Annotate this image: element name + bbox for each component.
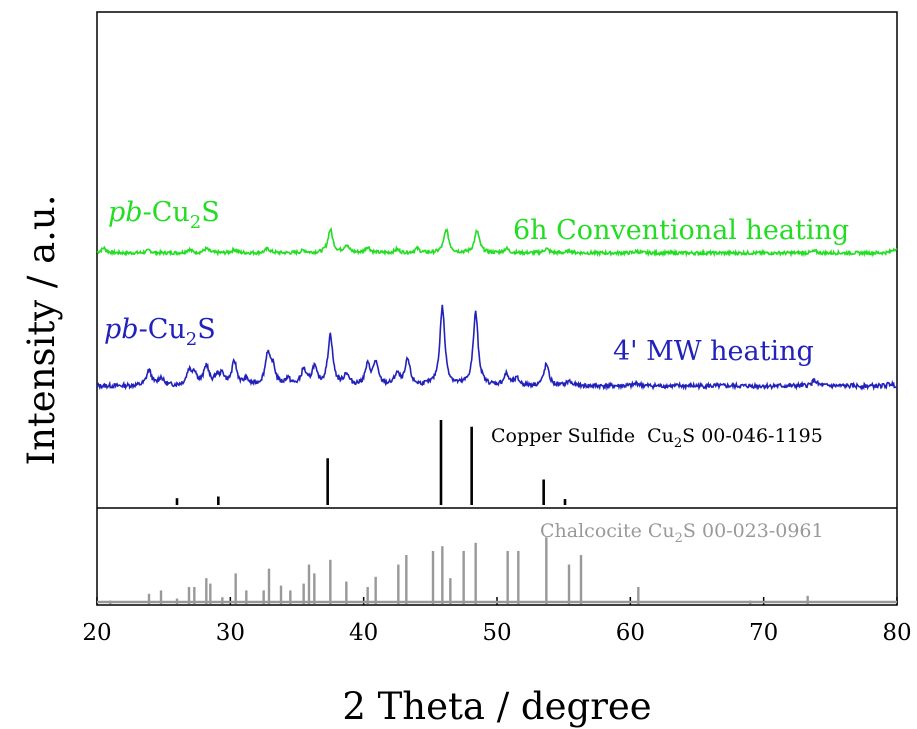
series-conventional-trace xyxy=(96,226,898,258)
series-mw-name: 4' MW heating xyxy=(613,336,814,367)
plot-frame xyxy=(96,11,898,606)
x-tick-label-70: 70 xyxy=(749,620,778,646)
series-conventional-sample-label: pb-Cu2S xyxy=(108,197,220,233)
reference-copper-sulfide-label: Copper Sulfide Cu2S 00-046-1195 xyxy=(491,425,823,451)
series-mw-trace xyxy=(96,304,898,392)
x-tick-label-40: 40 xyxy=(349,620,378,646)
reference-chalcocite-sticks xyxy=(97,537,897,604)
x-tick-label-50: 50 xyxy=(482,620,511,646)
series-conventional-name: 6h Conventional heating xyxy=(513,215,849,246)
x-tick-label-20: 20 xyxy=(82,620,111,646)
x-tick-label-30: 30 xyxy=(216,620,245,646)
y-axis-label: Intensity / a.u. xyxy=(20,194,63,465)
x-tick-label-80: 80 xyxy=(882,620,911,646)
reference-chalcocite-label: Chalcocite Cu2S 00-023-0961 xyxy=(540,520,824,546)
reference-copper-sulfide-sticks xyxy=(175,420,567,505)
x-axis-ticks: 20 30 40 50 60 70 80 xyxy=(82,597,912,646)
series-mw-sample-label: pb-Cu2S xyxy=(104,314,216,350)
x-tick-label-60: 60 xyxy=(616,620,645,646)
x-axis-label: 2 Theta / degree xyxy=(342,685,651,728)
